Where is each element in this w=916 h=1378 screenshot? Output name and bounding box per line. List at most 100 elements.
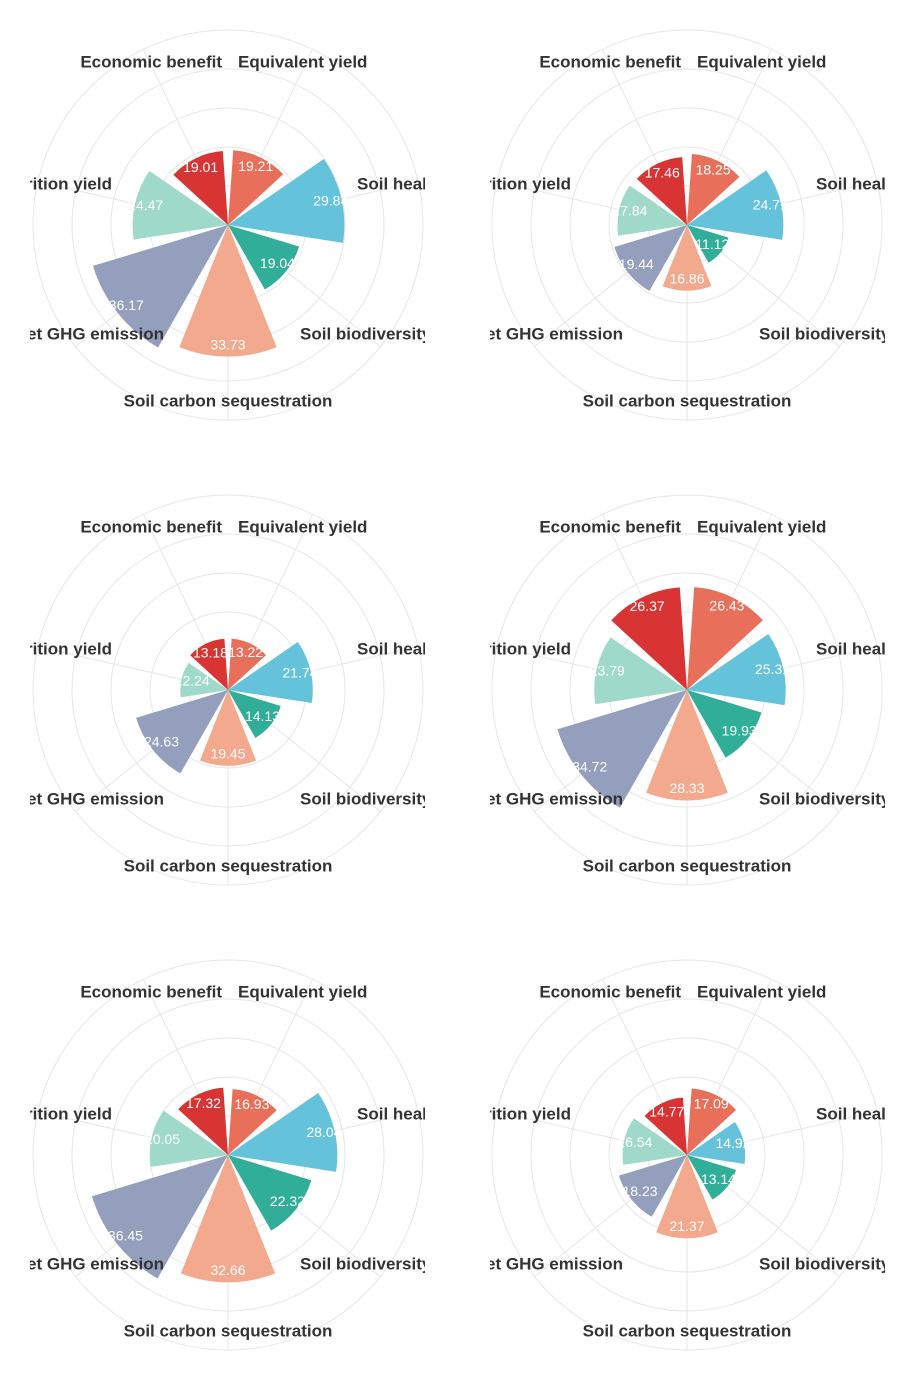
category-label: Soil biodiversity (300, 1254, 432, 1273)
category-label: Economic benefit (80, 517, 222, 536)
bar (180, 1155, 276, 1283)
category-label: Nutrition yield (0, 174, 112, 193)
category-label: Equivalent yield (238, 982, 367, 1001)
value-label: 14.77 (649, 1104, 684, 1120)
bar (636, 157, 687, 225)
bar (557, 690, 687, 808)
bar (228, 641, 313, 704)
category-label: Soil carbon sequestration (124, 856, 333, 875)
category-label: Soil carbon sequestration (583, 856, 792, 875)
category-label: Nutrition yield (457, 1104, 571, 1123)
bar (93, 225, 228, 348)
category-label: Net GHG emission (15, 789, 164, 808)
category-label: Economic benefit (539, 517, 681, 536)
bar (136, 690, 228, 774)
bar (228, 638, 266, 690)
bar (173, 151, 228, 225)
value-label: 19.44 (619, 256, 654, 272)
value-label: 19.01 (183, 159, 218, 175)
bar (228, 1155, 312, 1231)
value-label: 28.04 (306, 1124, 341, 1140)
bar (687, 153, 740, 225)
category-label: Equivalent yield (697, 982, 826, 1001)
value-label: 19.45 (210, 746, 245, 762)
value-label: 16.86 (669, 270, 704, 286)
bar (656, 1155, 718, 1239)
bar (687, 1155, 737, 1200)
category-label: Soil health (816, 1104, 902, 1123)
value-label: 26.37 (630, 598, 665, 614)
category-label: Nutrition yield (0, 1104, 112, 1123)
category-label: Soil biodiversity (300, 324, 432, 343)
value-label: 19.93 (722, 722, 757, 738)
value-label: 23.79 (590, 663, 625, 679)
value-label: 19.04 (260, 255, 295, 271)
value-label: 25.31 (755, 661, 790, 677)
category-label: Nutrition yield (457, 639, 571, 658)
value-label: 11.12 (695, 236, 729, 252)
panel: 18.25 Equivalent yield 24.71 Soil health 11.… (457, 29, 891, 421)
bar (617, 185, 687, 236)
bar (687, 170, 784, 240)
bar (149, 1110, 228, 1168)
category-label: Soil biodiversity (300, 789, 432, 808)
value-label: 19.21 (238, 158, 273, 174)
category-label: Soil biodiversity (759, 789, 891, 808)
category-label: Economic benefit (80, 982, 222, 1001)
category-label: Economic benefit (80, 52, 222, 71)
value-label: 17.09 (694, 1096, 729, 1112)
bar (228, 158, 345, 243)
value-label: 22.32 (270, 1193, 305, 1209)
category-label: Soil carbon sequestration (124, 1321, 333, 1340)
value-label: 18.23 (622, 1183, 657, 1199)
category-label: Soil health (357, 1104, 443, 1123)
bar (622, 1118, 687, 1165)
bar (687, 690, 762, 758)
bar (687, 1121, 746, 1164)
bar (611, 587, 687, 690)
value-label: 17.32 (186, 1095, 221, 1111)
category-label: Soil carbon sequestration (583, 391, 792, 410)
value-label: 17.84 (612, 203, 647, 219)
category-label: Net GHG emission (15, 324, 164, 343)
category-label: Equivalent yield (697, 52, 826, 71)
category-label: Soil health (816, 639, 902, 658)
category-label: Equivalent yield (238, 517, 367, 536)
bar (687, 587, 763, 690)
category-label: Net GHG emission (474, 789, 623, 808)
bar (228, 1092, 338, 1172)
panel: 26.43 Equivalent yield 25.31 Soil health 19.… (457, 494, 902, 886)
bar (199, 690, 257, 766)
panel: 16.93 Equivalent yield 28.04 Soil health 22.… (0, 959, 443, 1351)
category-label: Economic benefit (539, 982, 681, 1001)
value-label: 24.47 (128, 197, 163, 213)
value-label: 14.13 (245, 708, 280, 724)
value-label: 26.43 (709, 598, 744, 614)
category-label: Economic benefit (539, 52, 681, 71)
bar (687, 1088, 737, 1155)
value-label: 16.93 (234, 1096, 269, 1112)
bar (614, 225, 687, 291)
value-label: 28.33 (669, 780, 704, 796)
value-label: 36.17 (109, 297, 144, 313)
panel: 17.09 Equivalent yield 14.92 Soil health 13.… (457, 959, 902, 1351)
value-label: 18.25 (696, 161, 731, 177)
category-label: Soil carbon sequestration (124, 391, 333, 410)
value-label: 24.71 (753, 197, 788, 213)
bar (91, 1155, 228, 1279)
bar (228, 690, 281, 738)
category-label: Soil biodiversity (759, 1254, 891, 1273)
category-label: Soil health (357, 639, 443, 658)
category-label: Soil biodiversity (759, 324, 891, 343)
panel: 13.22 Equivalent yield 21.74 Soil health 14.… (15, 494, 443, 886)
value-label: 16.54 (617, 1134, 652, 1150)
bar (687, 634, 786, 706)
value-label: 17.46 (645, 164, 680, 180)
bar (178, 1087, 228, 1155)
category-label: Nutrition yield (457, 174, 571, 193)
bar (687, 225, 729, 263)
bar (180, 662, 228, 698)
category-label: Net GHG emission (474, 1254, 623, 1273)
value-label: 32.66 (210, 1262, 245, 1278)
